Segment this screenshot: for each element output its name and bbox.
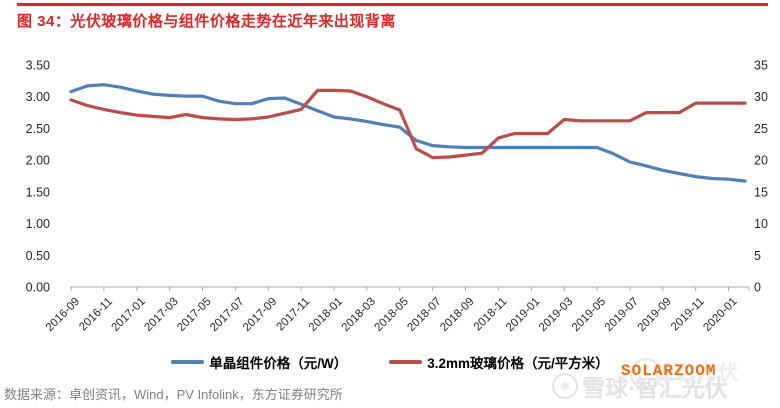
xueqiu-logo-icon: ❅ <box>552 373 578 399</box>
x-tick-label: 2018-07 <box>405 296 443 334</box>
y-right-tick-label: 5 <box>754 249 761 263</box>
legend-label-module-price: 单晶组件价格（元/W） <box>209 356 348 371</box>
y-left-tick-label: 2.50 <box>26 122 50 136</box>
y-left-tick-label: 1.00 <box>26 217 50 231</box>
y-right-tick-label: 25 <box>754 122 768 136</box>
y-left-tick-label: 2.00 <box>26 154 50 168</box>
y-right-tick-label: 15 <box>754 185 768 199</box>
data-source: 数据来源：卓创资讯，Wind，PV Infolink，东方证券研究所 <box>4 387 343 402</box>
legend-label-glass-price: 3.2mm玻璃价格（元/平方米） <box>427 356 609 371</box>
chart-legend: 单晶组件价格（元/W） 3.2mm玻璃价格（元/平方米） <box>0 352 780 372</box>
module-price-line-swatch <box>171 360 205 364</box>
y-left-tick-label: 1.50 <box>26 185 50 199</box>
x-tick-label: 2019-09 <box>636 296 674 334</box>
watermark-xueqiu: ❅ 雪球·智汇光伏 <box>552 369 728 403</box>
glass-price-line-swatch <box>389 360 423 364</box>
y-right-tick-label: 0 <box>754 281 761 295</box>
legend-item-glass-price: 3.2mm玻璃价格（元/平方米） <box>389 352 609 372</box>
x-tick-label: 2018-03 <box>340 296 378 334</box>
x-tick-label: 2018-01 <box>307 296 345 334</box>
x-tick-label: 2019-11 <box>669 296 707 334</box>
x-tick-label: 2018-05 <box>373 296 411 334</box>
x-tick-label: 2017-11 <box>275 296 313 334</box>
x-tick-label: 2017-03 <box>142 296 180 334</box>
y-right-tick-label: 35 <box>754 59 768 73</box>
x-tick-label: 2017-01 <box>110 296 148 334</box>
x-tick-label: 2017-05 <box>175 296 213 334</box>
y-left-tick-label: 3.50 <box>26 59 50 73</box>
watermark-xueqiu-text: 雪球·智汇光伏 <box>582 375 728 401</box>
x-tick-label: 2016-09 <box>44 296 82 334</box>
x-tick-label: 2018-09 <box>438 296 476 334</box>
y-left-tick-label: 0.00 <box>26 281 50 295</box>
x-tick-label: 2017-09 <box>241 296 279 334</box>
glass-price-line <box>69 88 747 160</box>
y-right-tick-label: 10 <box>754 217 768 231</box>
x-tick-label: 2018-11 <box>472 296 510 334</box>
y-right-tick-label: 20 <box>754 154 768 168</box>
x-tick-label: 2016-11 <box>77 296 115 334</box>
y-left-tick-label: 0.50 <box>26 249 50 263</box>
x-tick-label: 2019-01 <box>504 296 542 334</box>
watermark-ghost-text: 智汇光伏 <box>652 362 740 384</box>
figure-title: 图 34：光伏玻璃价格与组件价格走势在近年来出现背离 <box>17 13 396 30</box>
x-tick-label: 2019-03 <box>537 296 575 334</box>
accent-rule <box>17 3 768 6</box>
y-left-tick-label: 3.00 <box>26 90 50 104</box>
x-tick-label: 2019-07 <box>603 296 641 334</box>
y-right-tick-label: 30 <box>754 90 768 104</box>
snowball-face-icon <box>630 358 662 390</box>
x-tick-label: 2017-07 <box>208 296 246 334</box>
legend-item-module-price: 单晶组件价格（元/W） <box>171 352 347 372</box>
watermark-solarzoom: SOLARZOOM <box>621 362 717 380</box>
x-tick-label: 2019-05 <box>570 296 608 334</box>
module-price-line <box>69 83 747 183</box>
x-tick-label: 2020-01 <box>701 296 739 334</box>
